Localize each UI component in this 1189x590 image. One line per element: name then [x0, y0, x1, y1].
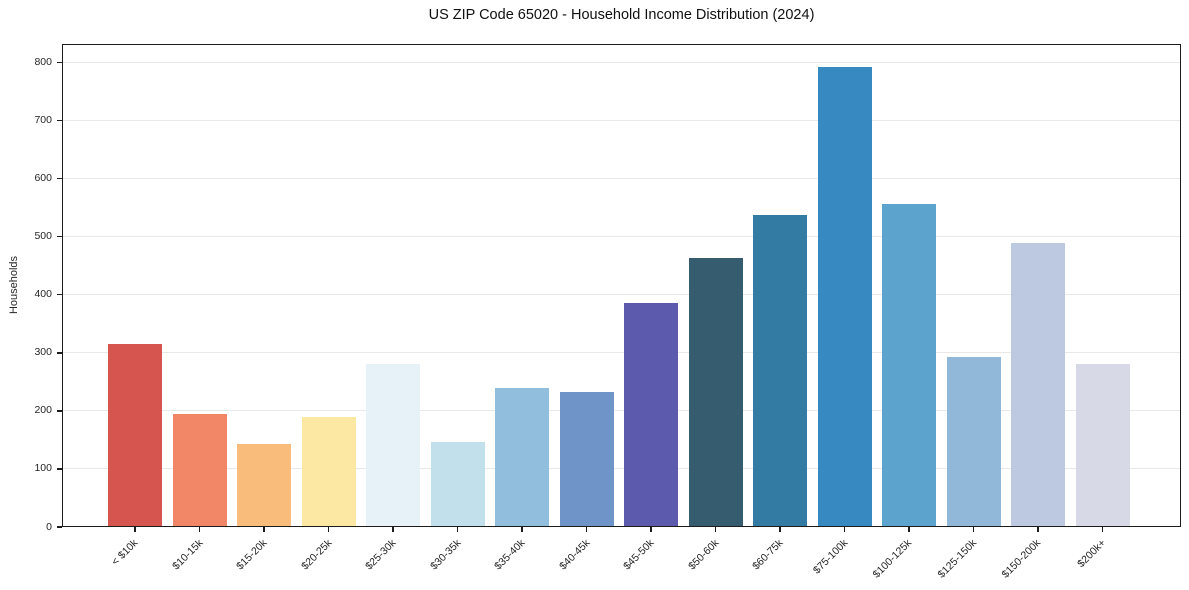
- bar-$35-40k: [495, 387, 549, 527]
- bar-$100-125k: [882, 204, 936, 527]
- x-tick-mark: [779, 527, 781, 532]
- x-tick-label-text: $45-50k: [621, 537, 657, 573]
- x-tick-mark: [714, 527, 717, 532]
- bar-$30-35k: [430, 441, 485, 527]
- gridline-100: [62, 468, 1181, 470]
- gridline-300: [62, 352, 1181, 354]
- y-tick-label-800: 800: [34, 56, 52, 69]
- x-tick-label-text: $25-30k: [363, 537, 399, 573]
- gridline-700: [62, 120, 1181, 122]
- x-tick-label-text: $125-150k: [935, 537, 979, 581]
- x-tick-mark: [521, 527, 523, 532]
- y-tick-mark: [57, 119, 62, 122]
- y-tick-label-0: 0: [46, 520, 52, 533]
- x-tick-label-text: $60-75k: [750, 537, 786, 573]
- x-tick-label-text: $200k+: [1074, 537, 1108, 571]
- y-tick-mark: [57, 352, 62, 354]
- x-tick-label-text: $50-60k: [685, 537, 721, 573]
- x-tick-mark: [843, 527, 846, 532]
- bar-$40-45k: [559, 392, 614, 527]
- y-axis-label: Households: [8, 255, 20, 315]
- y-tick-label-500: 500: [34, 230, 52, 243]
- y-tick-mark: [57, 410, 62, 412]
- y-tick-mark: [57, 468, 62, 470]
- x-tick-mark: [263, 527, 265, 532]
- x-tick-mark: [972, 527, 975, 532]
- y-tick-mark: [57, 177, 62, 180]
- y-tick-label-100: 100: [34, 462, 52, 475]
- bar-$150-200k: [1011, 242, 1065, 527]
- x-tick-mark: [198, 527, 201, 532]
- bar-$15-20k: [237, 443, 291, 527]
- x-tick-label-text: $30-35k: [427, 537, 463, 573]
- gridline-500: [62, 236, 1181, 238]
- x-tick-label-text: $15-20k: [234, 537, 270, 573]
- x-tick-label-text: $35-40k: [492, 537, 528, 573]
- y-tick-mark: [57, 61, 62, 64]
- gridline-400: [62, 294, 1181, 296]
- x-tick-mark: [134, 527, 136, 532]
- x-tick-mark: [392, 527, 394, 532]
- y-tick-label-400: 400: [34, 288, 52, 301]
- gridline-200: [62, 410, 1181, 412]
- bar-< $10k: [108, 344, 162, 527]
- x-tick-label-text: $40-45k: [556, 537, 592, 573]
- bar-$25-30k: [366, 363, 420, 527]
- y-tick-label-300: 300: [34, 346, 52, 359]
- bar-$60-75k: [753, 214, 807, 527]
- x-tick-label-text: $75-100k: [810, 537, 850, 577]
- x-tick-label-text: < $10k: [109, 537, 141, 568]
- chart-title: US ZIP Code 65020 - Household Income Dis…: [428, 7, 815, 23]
- x-tick-mark: [585, 527, 588, 532]
- x-tick-mark: [650, 527, 652, 532]
- x-tick-mark: [908, 527, 910, 532]
- x-tick-mark: [1101, 527, 1104, 532]
- plot-area: [62, 44, 1181, 527]
- bar-$20-25k: [301, 416, 356, 527]
- x-tick-label-text: $10-15k: [169, 537, 205, 573]
- y-tick-mark: [57, 236, 62, 238]
- x-tick-mark: [456, 527, 459, 532]
- bar-$125-150k: [946, 356, 1001, 527]
- bar-$200k+: [1075, 363, 1130, 527]
- y-tick-mark: [57, 526, 62, 528]
- bar-$50-60k: [688, 257, 743, 527]
- x-tick-mark: [1037, 527, 1039, 532]
- x-tick-label-text: $100-125k: [870, 537, 915, 581]
- gridline-800: [62, 62, 1181, 64]
- y-tick-label-700: 700: [34, 114, 52, 127]
- x-tick-label-text: $20-25k: [298, 537, 334, 573]
- y-tick-mark: [57, 294, 62, 296]
- x-tick-label-text: $150-200k: [999, 537, 1044, 581]
- y-tick-label-600: 600: [34, 172, 52, 185]
- x-tick-mark: [327, 527, 330, 532]
- bar-$75-100k: [817, 67, 872, 527]
- bar-$45-50k: [624, 302, 678, 527]
- y-tick-label-200: 200: [34, 404, 52, 417]
- gridline-600: [62, 178, 1181, 180]
- bar-$10-15k: [172, 413, 227, 527]
